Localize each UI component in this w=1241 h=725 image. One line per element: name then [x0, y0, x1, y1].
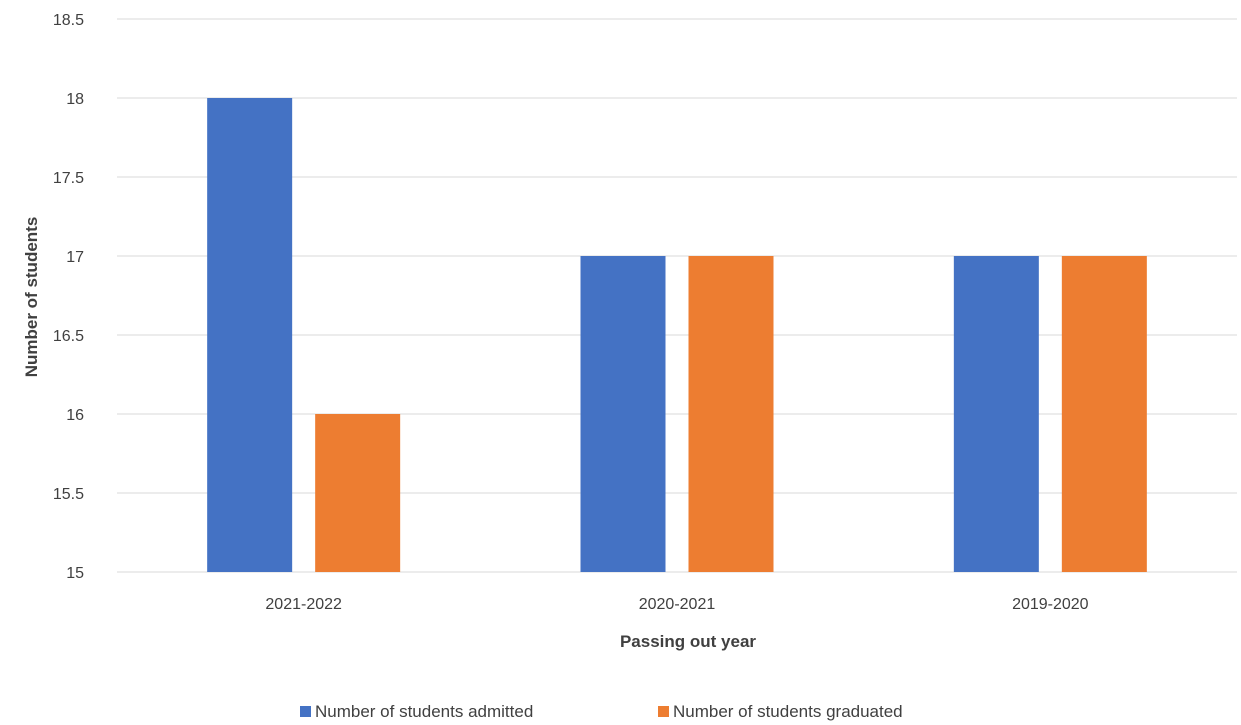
legend-swatch	[300, 706, 311, 717]
legend: Number of students admitted Number of stu…	[300, 702, 903, 721]
y-tick-label: 17	[66, 249, 84, 266]
y-tick-label: 16.5	[53, 328, 84, 345]
bar	[580, 256, 666, 572]
bar	[315, 414, 401, 572]
bar	[1061, 256, 1147, 572]
x-axis-ticks: 2021-2022 2020-2021 2019-2020	[265, 596, 1088, 613]
bar	[207, 98, 293, 572]
x-tick-label: 2021-2022	[265, 596, 342, 613]
x-tick-label: 2019-2020	[1012, 596, 1089, 613]
bar	[688, 256, 774, 572]
y-axis-ticks: 15 15.5 16 16.5 17 17.5 18 18.5	[53, 12, 84, 582]
y-tick-label: 17.5	[53, 170, 84, 187]
y-tick-label: 18.5	[53, 12, 84, 29]
x-axis-title: Passing out year	[620, 632, 756, 651]
bar	[953, 256, 1039, 572]
bars	[207, 98, 1147, 572]
gridlines	[117, 18, 1237, 573]
y-tick-label: 18	[66, 91, 84, 108]
y-axis-title: Number of students	[22, 217, 41, 378]
y-tick-label: 15	[66, 565, 84, 582]
x-tick-label: 2020-2021	[639, 596, 716, 613]
legend-label: Number of students graduated	[673, 702, 903, 721]
y-tick-label: 16	[66, 407, 84, 424]
legend-swatch	[658, 706, 669, 717]
y-tick-label: 15.5	[53, 486, 84, 503]
legend-label: Number of students admitted	[315, 702, 533, 721]
